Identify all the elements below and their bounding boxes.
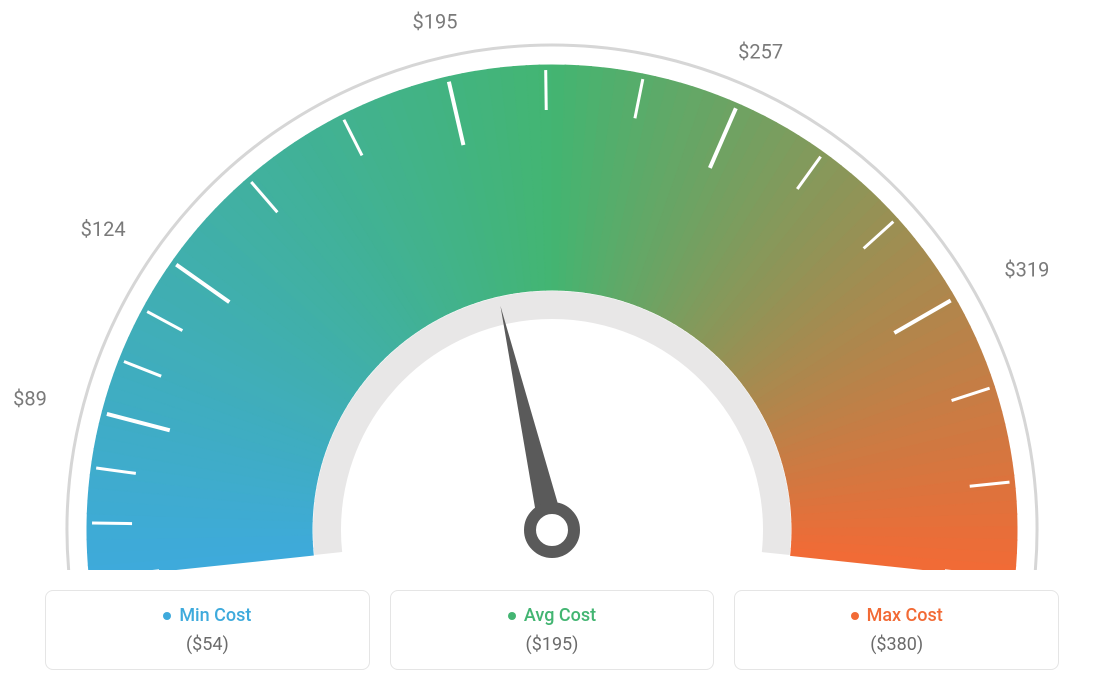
gauge-tick-label: $89 xyxy=(13,386,47,410)
legend-row: Min Cost ($54) Avg Cost ($195) Max Cost … xyxy=(45,590,1059,670)
legend-label-min: Min Cost xyxy=(179,605,251,626)
legend-dot-max xyxy=(851,612,859,620)
legend-value-avg: ($195) xyxy=(401,634,704,655)
gauge-tick-label: $124 xyxy=(81,217,126,241)
gauge-tick-label: $319 xyxy=(1004,258,1049,282)
gauge-svg: $54$89$124$195$257$319$380 xyxy=(0,0,1104,570)
legend-card-min: Min Cost ($54) xyxy=(45,590,370,670)
legend-value-min: ($54) xyxy=(56,634,359,655)
gauge-tick-label: $257 xyxy=(738,40,783,64)
gauge-needle-ring xyxy=(530,508,574,552)
legend-dot-min xyxy=(163,612,171,620)
legend-avg-header: Avg Cost xyxy=(401,605,704,626)
legend-dot-avg xyxy=(508,612,516,620)
legend-card-avg: Avg Cost ($195) xyxy=(390,590,715,670)
gauge-tick-label: $195 xyxy=(412,9,457,33)
gauge-tick-minor xyxy=(92,523,132,524)
gauge-tick-minor xyxy=(546,70,547,110)
gauge-container: $54$89$124$195$257$319$380 xyxy=(0,0,1104,570)
legend-min-header: Min Cost xyxy=(56,605,359,626)
legend-label-avg: Avg Cost xyxy=(524,605,596,626)
legend-value-max: ($380) xyxy=(745,634,1048,655)
legend-card-max: Max Cost ($380) xyxy=(734,590,1059,670)
legend-label-max: Max Cost xyxy=(867,605,943,626)
legend-max-header: Max Cost xyxy=(745,605,1048,626)
